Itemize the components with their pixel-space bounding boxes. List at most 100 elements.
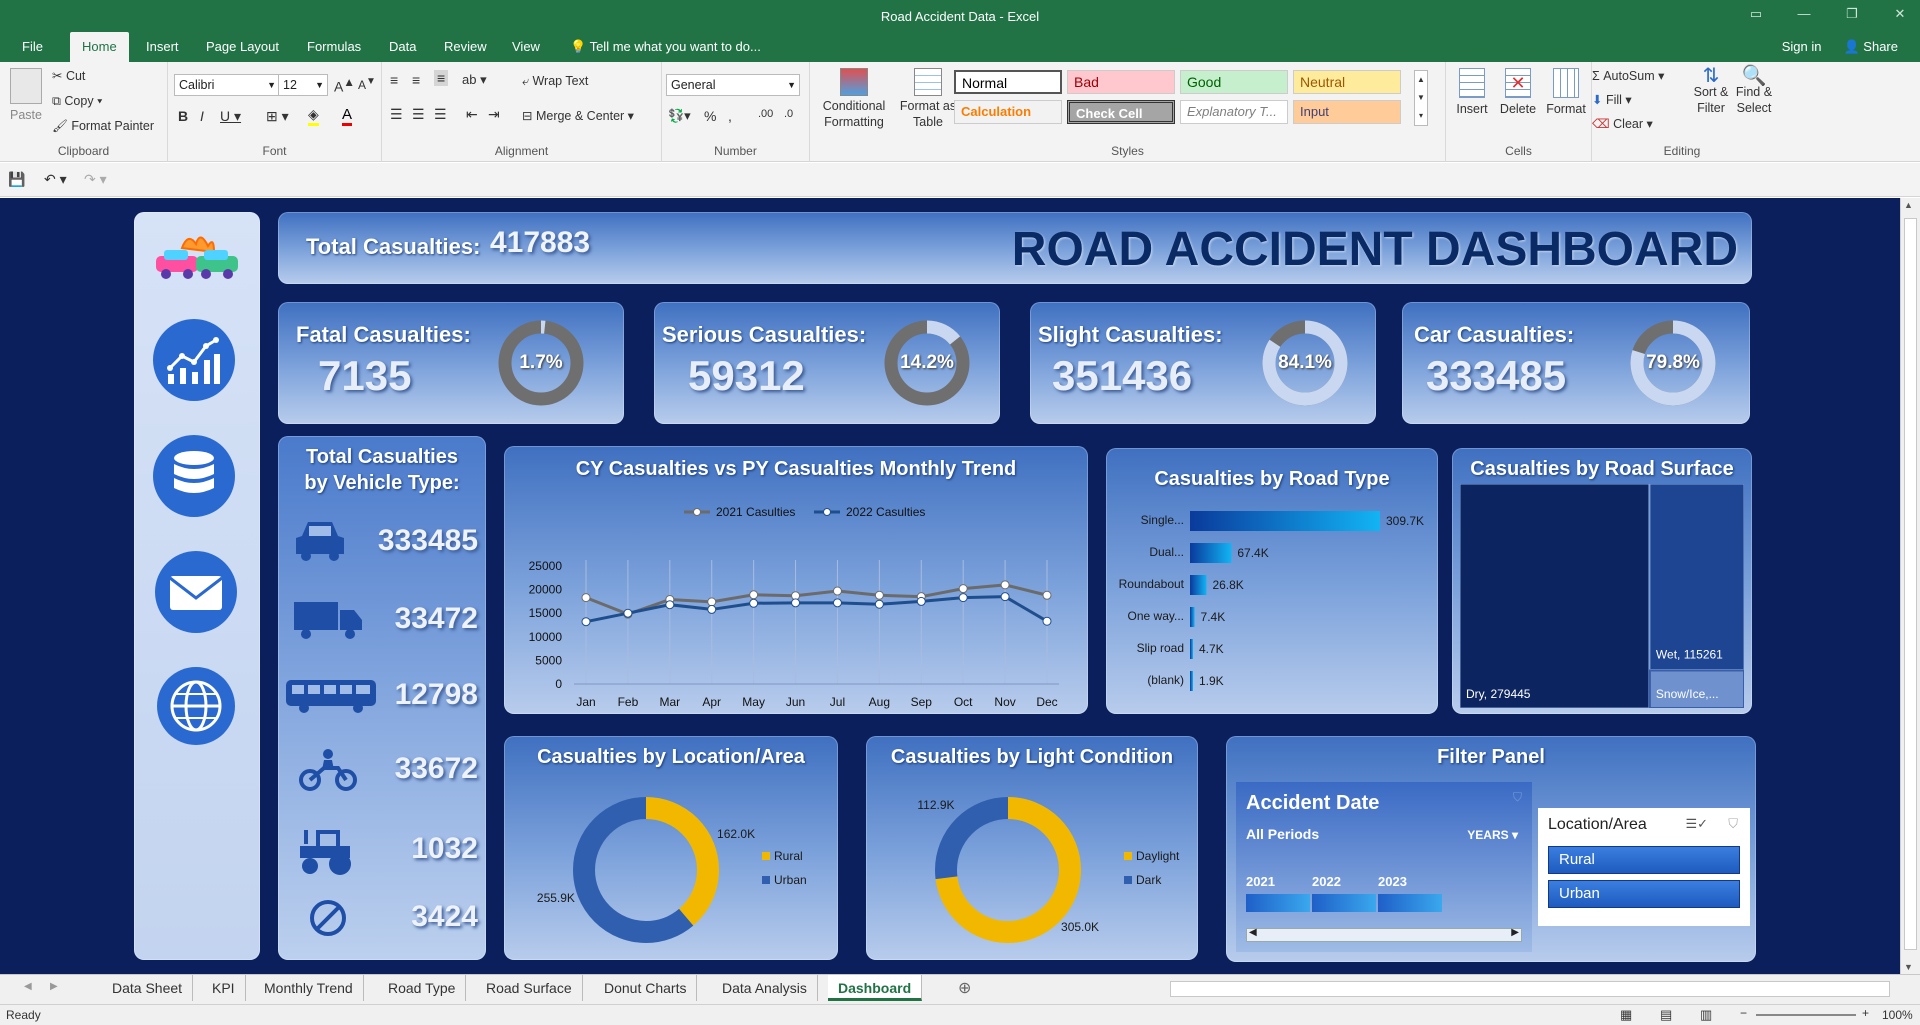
align-bottom-icon[interactable]: ≡ [434, 70, 449, 86]
bold-button[interactable]: B [178, 108, 189, 124]
comma-button[interactable]: , [728, 108, 732, 124]
align-top-icon[interactable]: ≡ [390, 72, 399, 88]
sheet-tab-donut-charts[interactable]: Donut Charts [594, 975, 698, 1001]
sheet-tab-road-surface[interactable]: Road Surface [476, 975, 583, 1001]
align-left-icon[interactable]: ☰ [390, 106, 403, 122]
tab-scroll-right-icon[interactable]: ▶ [50, 981, 58, 992]
align-middle-icon[interactable]: ≡ [412, 72, 421, 88]
globe-icon[interactable] [156, 666, 236, 746]
analytics-icon[interactable] [152, 318, 236, 402]
page-layout-view-icon[interactable]: ▤ [1660, 1007, 1673, 1022]
format-cells-button[interactable]: Format [1544, 68, 1588, 116]
tab-formulas[interactable]: Formulas [307, 39, 362, 54]
sheet-tab-kpi[interactable]: KPI [202, 975, 246, 1001]
italic-button[interactable]: I [200, 108, 204, 124]
tab-data[interactable]: Data [389, 39, 417, 54]
tab-scroll-left-icon[interactable]: ◀ [24, 981, 32, 992]
tab-insert[interactable]: Insert [146, 39, 179, 54]
add-sheet-icon[interactable]: ⊕ [958, 980, 972, 997]
vertical-scrollbar[interactable]: ▲ ▼ [1900, 198, 1920, 974]
scroll-thumb[interactable] [1904, 218, 1917, 950]
style-normal[interactable]: Normal [954, 70, 1062, 94]
tab-view[interactable]: View [512, 39, 540, 54]
share-button[interactable]: 👤 Share [1843, 32, 1898, 62]
format-painter-button[interactable]: 🖌 Format Painter [52, 119, 154, 134]
increase-decimal-icon[interactable]: .00 [758, 108, 774, 120]
sheet-tab-dashboard[interactable]: Dashboard [828, 975, 923, 1001]
find-select-button[interactable]: 🔍 Find & Select [1732, 66, 1776, 116]
style-calculation[interactable]: Calculation [954, 100, 1062, 124]
font-shrink-button[interactable]: A▼ [358, 76, 376, 92]
conditional-formatting-button[interactable]: Conditional Formatting [814, 68, 894, 130]
tab-home[interactable]: Home [70, 32, 129, 62]
close-button[interactable]: ✕ [1894, 6, 1906, 21]
sheet-tab-road-type[interactable]: Road Type [378, 975, 467, 1001]
increase-indent-icon[interactable]: ⇥ [488, 106, 500, 122]
sheet-tab-monthly-trend[interactable]: Monthly Trend [254, 975, 364, 1001]
fill-button[interactable]: ⬇ Fill ▾ [1592, 93, 1632, 107]
minimize-button[interactable]: — [1797, 6, 1811, 21]
save-icon[interactable]: 💾 [8, 171, 26, 187]
delete-cells-button[interactable]: ✕ Delete [1496, 68, 1540, 116]
clear-button[interactable]: ⌫ Clear ▾ [1592, 117, 1653, 131]
multi-select-icon[interactable]: ☰✓ [1685, 816, 1708, 831]
paste-button[interactable]: Paste [10, 108, 42, 122]
styles-scroll[interactable]: ▲ ▼ ▾ [1414, 70, 1428, 126]
merge-center-button[interactable]: ⊟ Merge & Center ▾ [522, 109, 634, 123]
year-bar[interactable] [1378, 894, 1442, 912]
horizontal-scrollbar[interactable] [1170, 981, 1890, 997]
clipboard-icon[interactable] [10, 68, 42, 104]
zoom-in-icon[interactable]: + [1862, 1006, 1870, 1020]
align-center-icon[interactable]: ☰ [412, 106, 425, 122]
year-bar[interactable] [1312, 894, 1376, 912]
timeline-level-select[interactable]: YEARS ▾ [1467, 828, 1518, 842]
decrease-indent-icon[interactable]: ⇤ [466, 106, 478, 122]
tell-me-box[interactable]: 💡 Tell me what you want to do... [570, 32, 761, 62]
sign-in-link[interactable]: Sign in [1781, 39, 1822, 54]
number-format-select[interactable]: General ▼ [666, 74, 800, 96]
style-good[interactable]: Good [1180, 70, 1288, 94]
undo-icon[interactable]: ↶ ▾ [44, 171, 67, 187]
fill-color-button[interactable]: ◈ [308, 106, 319, 126]
tab-review[interactable]: Review [444, 39, 487, 54]
zoom-slider[interactable] [1756, 1014, 1856, 1016]
scroll-left-icon[interactable]: ◀ [1249, 927, 1257, 938]
align-right-icon[interactable]: ☰ [434, 106, 447, 122]
style-explanatory[interactable]: Explanatory T... [1180, 100, 1288, 124]
slicer-item-rural[interactable]: Rural [1548, 846, 1740, 874]
restore-button[interactable]: ❐ [1846, 6, 1858, 21]
clear-filter-icon[interactable]: ⛉ [1728, 816, 1738, 831]
tab-page-layout[interactable]: Page Layout [206, 39, 280, 54]
format-as-table-button[interactable]: Format as Table [896, 68, 960, 130]
timeline-scrollbar[interactable]: ◀ ▶ [1246, 927, 1522, 942]
font-name-select[interactable]: Calibri ▼ [174, 74, 280, 96]
insert-cells-button[interactable]: Insert [1452, 68, 1492, 116]
style-input[interactable]: Input [1293, 100, 1401, 124]
sheet-tab-data-analysis[interactable]: Data Analysis [712, 975, 818, 1001]
page-break-view-icon[interactable]: ▥ [1700, 1007, 1713, 1022]
cut-button[interactable]: ✂ Cut [52, 68, 85, 83]
normal-view-icon[interactable]: ▦ [1620, 1007, 1633, 1022]
database-icon[interactable] [152, 434, 236, 518]
percent-button[interactable]: % [704, 108, 717, 124]
font-grow-button[interactable]: A▲ [334, 76, 355, 95]
sheet-tab-data-sheet[interactable]: Data Sheet [102, 975, 194, 1001]
font-color-button[interactable]: A [342, 106, 353, 126]
tab-file[interactable]: File [22, 39, 43, 54]
wrap-text-button[interactable]: ⤶ Wrap Text [522, 74, 588, 89]
zoom-out-icon[interactable]: − [1740, 1006, 1748, 1020]
year-bar[interactable] [1246, 894, 1310, 912]
decrease-decimal-icon[interactable]: .0 [784, 108, 794, 120]
scroll-right-icon[interactable]: ▶ [1511, 927, 1519, 938]
scroll-up-icon[interactable]: ▲ [1904, 200, 1913, 210]
font-size-select[interactable]: 12 ▼ [278, 74, 328, 96]
style-check-cell[interactable]: Check Cell [1067, 100, 1175, 124]
autosum-button[interactable]: Σ AutoSum ▾ [1592, 69, 1665, 83]
copy-button[interactable]: ⧉ Copy ▾ [52, 94, 103, 108]
style-bad[interactable]: Bad [1067, 70, 1175, 94]
redo-icon[interactable]: ↷ ▾ [84, 171, 107, 187]
timeline-slicer[interactable]: Accident Date ⛉ All Periods YEARS ▾ 2021… [1236, 782, 1532, 952]
ribbon-display-icon[interactable]: ▭ [1749, 6, 1763, 21]
scroll-down-icon[interactable]: ▼ [1904, 962, 1913, 972]
style-neutral[interactable]: Neutral [1293, 70, 1401, 94]
